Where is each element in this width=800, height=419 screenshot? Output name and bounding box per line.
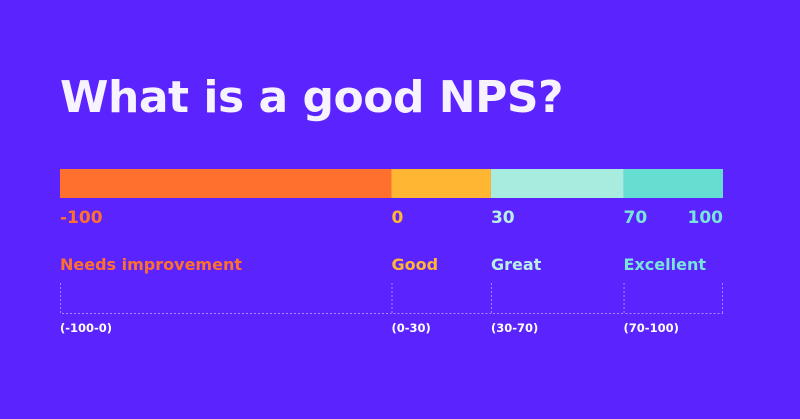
range-bracket-excellent bbox=[623, 283, 723, 314]
bar-segment-excellent bbox=[623, 169, 723, 198]
page-title: What is a good NPS? bbox=[60, 72, 564, 123]
range-bracket-good bbox=[391, 283, 491, 314]
tick-label-100: 100 bbox=[688, 208, 724, 228]
category-label-great: Great bbox=[491, 255, 542, 274]
tick-label--100: -100 bbox=[60, 208, 103, 228]
bar-segment-needs-improvement bbox=[60, 169, 392, 198]
category-label-excellent: Excellent bbox=[624, 255, 707, 274]
tick-label-0: 0 bbox=[392, 208, 404, 228]
category-label-good: Good bbox=[392, 255, 439, 274]
bar-segment-great bbox=[490, 169, 624, 198]
category-label-needs-improvement: Needs improvement bbox=[60, 255, 242, 274]
range-label-good: (0-30) bbox=[392, 321, 431, 335]
range-label-needs-improvement: (-100-0) bbox=[60, 321, 112, 335]
bar-segment-good bbox=[391, 169, 491, 198]
tick-label-70: 70 bbox=[624, 208, 648, 228]
tick-label-30: 30 bbox=[491, 208, 515, 228]
range-label-excellent: (70-100) bbox=[624, 321, 679, 335]
range-label-great: (30-70) bbox=[491, 321, 538, 335]
range-bracket-great bbox=[490, 283, 624, 314]
range-bracket-needs-improvement bbox=[60, 283, 392, 314]
